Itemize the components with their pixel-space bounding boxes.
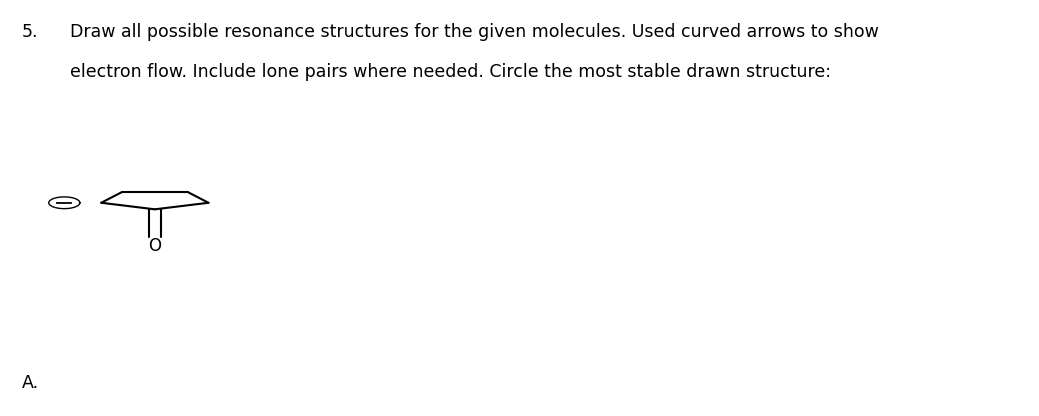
Text: Draw all possible resonance structures for the given molecules. Used curved arro: Draw all possible resonance structures f… bbox=[71, 22, 879, 40]
Text: electron flow. Include lone pairs where needed. Circle the most stable drawn str: electron flow. Include lone pairs where … bbox=[71, 63, 831, 81]
Text: O: O bbox=[149, 237, 161, 255]
Text: A.: A. bbox=[22, 374, 38, 392]
Text: 5.: 5. bbox=[22, 22, 38, 40]
